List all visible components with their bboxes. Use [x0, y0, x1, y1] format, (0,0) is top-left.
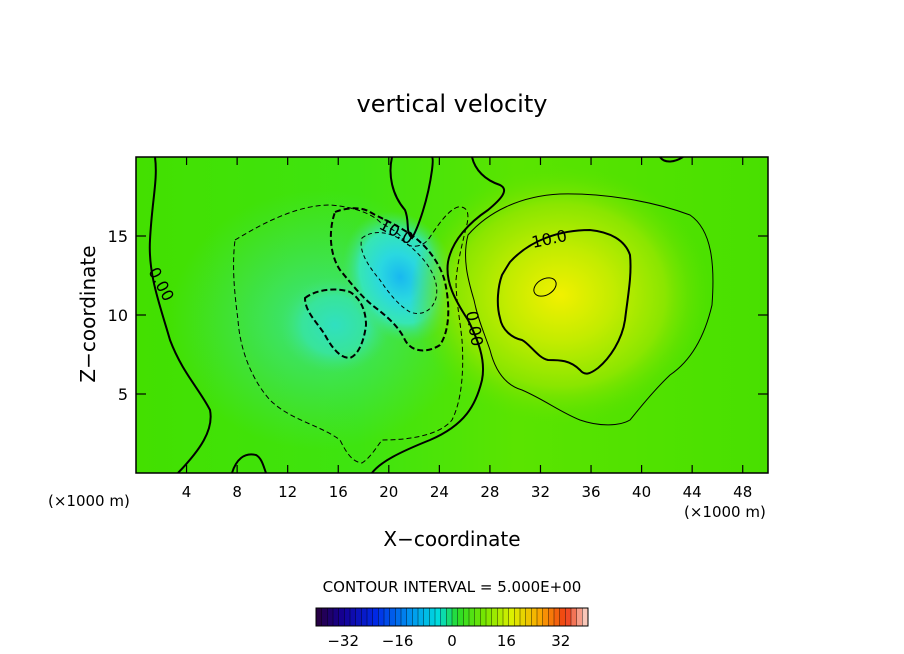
y-axis-ticks: 5 10 15	[108, 227, 768, 404]
plot-area: 0.00 10.0 10.0 0.00	[136, 157, 768, 473]
colorbar-segment	[469, 608, 475, 626]
colorbar-segment	[361, 608, 368, 626]
colorbar-segment	[355, 608, 362, 626]
colorbar-segment	[372, 608, 379, 626]
colorbar-segment	[480, 608, 487, 626]
colorbar-segment	[525, 608, 532, 626]
x-tick-label: 20	[379, 483, 398, 501]
zero-contour-mid	[389, 157, 434, 240]
y-tick-label: 15	[108, 227, 128, 246]
colorbar-ticks: −32 −16 0 16 32	[327, 632, 570, 650]
colorbar-tick-label: 16	[497, 632, 516, 650]
colorbar-segment	[367, 608, 373, 626]
y-tick-label: 10	[108, 306, 128, 325]
colorbar-segment	[378, 608, 385, 626]
x-tick-label: 32	[531, 483, 550, 501]
zero-contour-main	[371, 157, 506, 473]
y-tick-label: 5	[118, 385, 128, 404]
colorbar-tick-label: −16	[382, 632, 414, 650]
colorbar-segment	[350, 608, 356, 626]
contour-minus10-lower	[303, 288, 368, 360]
colorbar-segment	[435, 608, 441, 626]
colorbar-segment	[338, 608, 345, 626]
colorbar-segment	[514, 608, 521, 626]
colorbar-segment	[389, 608, 396, 626]
colorbar-segment	[548, 608, 555, 626]
x-tick-label: 12	[278, 483, 297, 501]
colorbar-segment	[333, 608, 339, 626]
colorbar-tick-label: 32	[551, 632, 570, 650]
colorbar-segment	[406, 608, 413, 626]
colorbar-segment	[542, 608, 549, 626]
colorbar-segment	[344, 608, 351, 626]
colorbar-segment	[576, 608, 583, 626]
colorbar-segment	[491, 608, 498, 626]
x-tick-label: 4	[182, 483, 192, 501]
contour-minus5	[233, 204, 469, 464]
x-tick-label: 48	[733, 483, 752, 501]
zero-contour-left	[148, 157, 212, 473]
zero-contour-bottom-left	[231, 453, 267, 473]
colorbar-tick-label: 0	[447, 632, 457, 650]
x-axis-title: X−coordinate	[383, 527, 520, 551]
x-tick-label: 36	[581, 483, 600, 501]
x-tick-label: 16	[329, 483, 348, 501]
colorbar-segment	[395, 608, 402, 626]
colorbar	[315, 607, 589, 627]
colorbar-segment	[316, 608, 322, 626]
colorbar-segment	[508, 608, 515, 626]
x-tick-label: 8	[232, 483, 242, 501]
colorbar-segment	[440, 608, 447, 626]
colorbar-segment	[571, 608, 577, 626]
contour-plus10	[496, 228, 632, 375]
colorbar-segment	[412, 608, 419, 626]
colorbar-segment	[401, 608, 407, 626]
colorbar-segment	[531, 608, 538, 626]
x-tick-label: 44	[683, 483, 702, 501]
colorbar-segment	[503, 608, 509, 626]
x-tick-label: 28	[480, 483, 499, 501]
contour-plus5	[465, 193, 714, 426]
colorbar-segment	[418, 608, 424, 626]
colorbar-segment	[486, 608, 492, 626]
x-tick-label: 40	[632, 483, 651, 501]
colorbar-segment	[582, 608, 589, 626]
updraft-shading	[410, 165, 710, 425]
colorbar-frame	[315, 607, 589, 627]
colorbar-segment	[452, 608, 458, 626]
colorbar-segment	[321, 608, 328, 626]
y-axis-title: Z−coordinate	[76, 245, 100, 382]
colorbar-tick-label: −32	[327, 632, 359, 650]
contour-minus10-upper	[329, 207, 450, 352]
colorbar-segment	[554, 608, 560, 626]
colorbar-segment	[497, 608, 504, 626]
colorbar-segment	[384, 608, 390, 626]
colorbar-segment	[429, 608, 436, 626]
colorbar-segment	[520, 608, 526, 626]
x-axis-ticks: 4 8 12 16 20 24 28 32 36 40 44 48	[182, 157, 752, 501]
contour-plus15	[533, 277, 557, 297]
zero-contour-top-right	[659, 157, 684, 163]
x-tick-label: 24	[430, 483, 449, 501]
colorbar-segment	[457, 608, 464, 626]
colorbar-segment	[537, 608, 543, 626]
colorbar-segment	[327, 608, 334, 626]
x-unit-right: (×1000 m)	[684, 503, 766, 521]
colorbar-segment	[559, 608, 566, 626]
colorbar-segment	[474, 608, 481, 626]
contour-minus15	[360, 232, 438, 314]
chart-title: vertical velocity	[357, 90, 548, 118]
colorbar-segment	[423, 608, 430, 626]
contour-lines	[148, 157, 714, 473]
colorbar-segment	[446, 608, 453, 626]
contour-interval-note: CONTOUR INTERVAL = 5.000E+00	[323, 578, 582, 596]
colorbar-segment	[565, 608, 572, 626]
x-unit-left: (×1000 m)	[48, 492, 130, 510]
colorbar-segment	[463, 608, 470, 626]
